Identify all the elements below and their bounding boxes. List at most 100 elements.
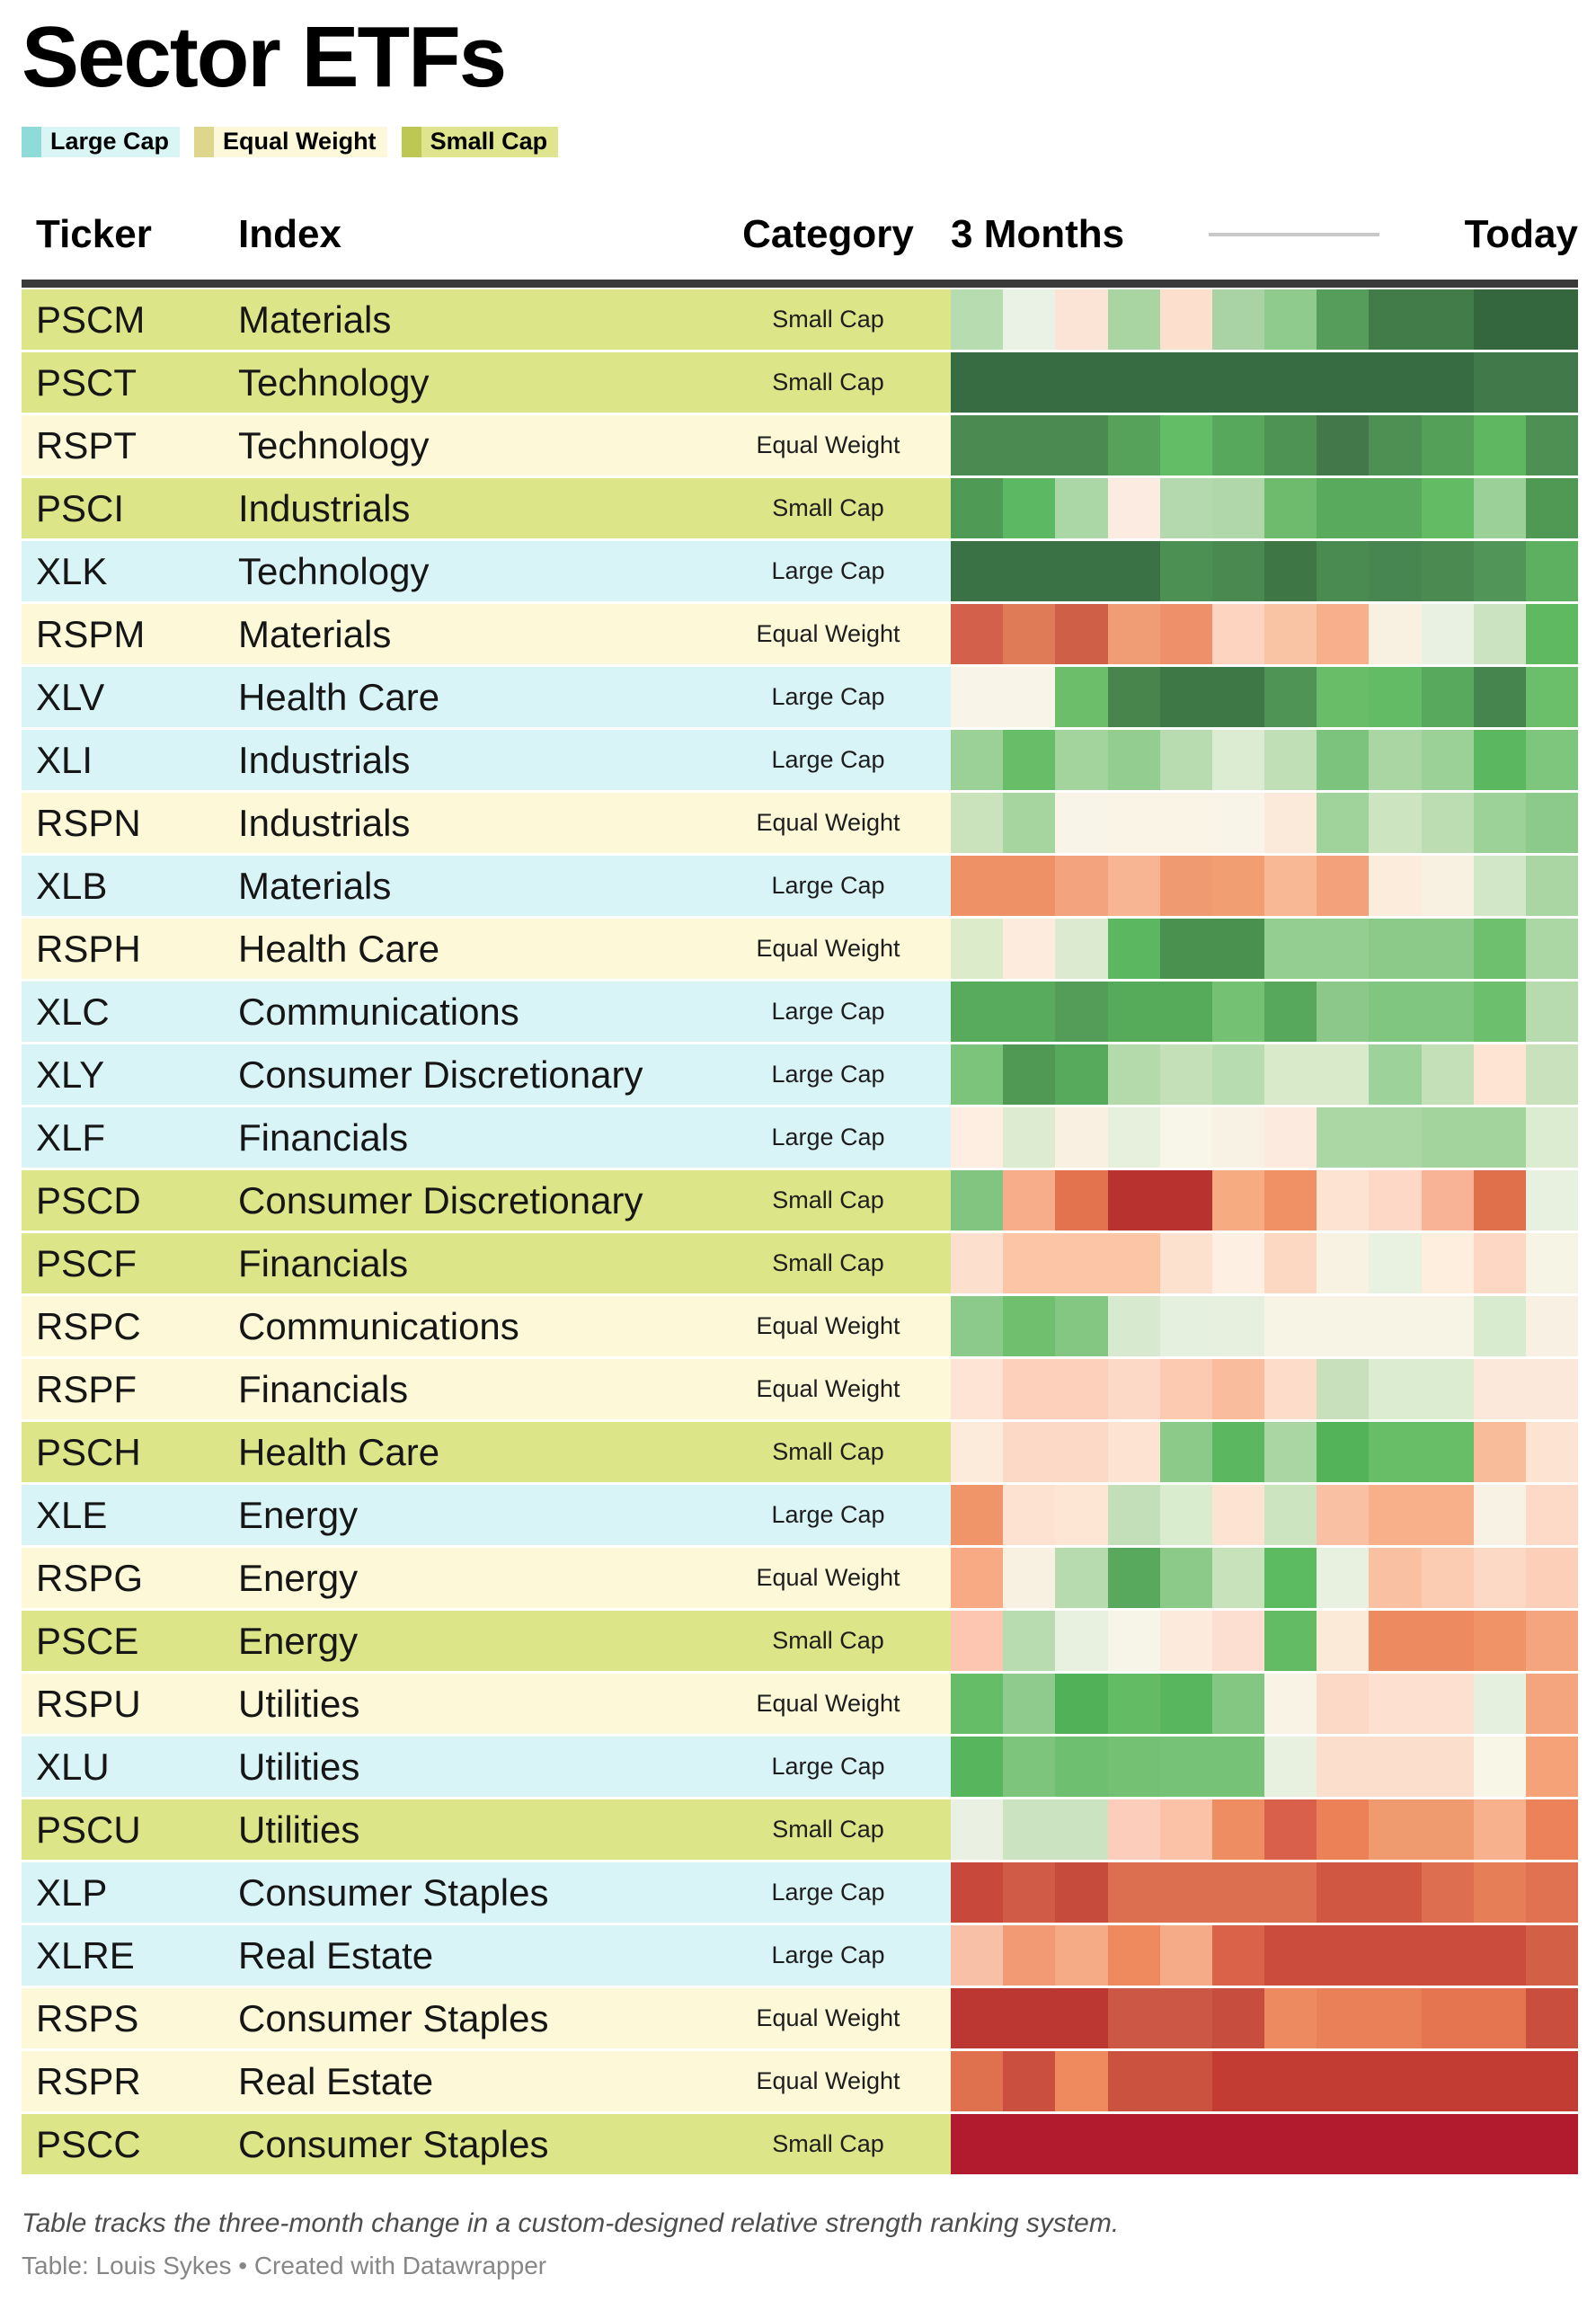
category-cell: Small Cap bbox=[705, 352, 951, 413]
heatmap-cell bbox=[951, 289, 1004, 351]
ticker-cell: PSCT bbox=[22, 352, 238, 413]
heatmap-cell bbox=[1473, 1170, 1526, 1231]
heatmap-cell bbox=[1421, 667, 1474, 728]
table-row: RSPG Energy Equal Weight bbox=[22, 1548, 1579, 1609]
heatmap-cell bbox=[1473, 1233, 1526, 1294]
heatmap-cell bbox=[1421, 919, 1474, 980]
heatmap-cell bbox=[1473, 2114, 1526, 2175]
heatmap-cell bbox=[1107, 1988, 1160, 2049]
heatmap-cell bbox=[1264, 1422, 1317, 1483]
heatmap-cell bbox=[1107, 730, 1160, 791]
table-row: XLRE Real Estate Large Cap bbox=[22, 1925, 1579, 1986]
heatmap-cell bbox=[1317, 289, 1370, 351]
heatmap-cell bbox=[1369, 1485, 1422, 1546]
index-cell: Consumer Staples bbox=[238, 1862, 705, 1924]
category-cell: Equal Weight bbox=[705, 1548, 951, 1609]
heatmap-cell bbox=[1159, 1799, 1212, 1861]
heatmap-cell bbox=[1055, 667, 1108, 728]
heatmap-cell bbox=[1107, 1107, 1160, 1168]
heatmap-strip bbox=[951, 1296, 1579, 1357]
heatmap-cell bbox=[1525, 604, 1579, 665]
heatmap-cell bbox=[1473, 1107, 1526, 1168]
category-cell: Large Cap bbox=[705, 982, 951, 1043]
heatmap-cell bbox=[1264, 730, 1317, 791]
index-cell: Financials bbox=[238, 1107, 705, 1168]
heatmap-cell bbox=[1369, 856, 1422, 917]
heatmap-cell bbox=[1055, 1296, 1108, 1357]
heatmap-cell bbox=[1159, 1170, 1212, 1231]
heatmap-cell bbox=[1003, 1296, 1056, 1357]
heatmap-cell bbox=[1317, 856, 1370, 917]
heatmap-cell bbox=[951, 1674, 1004, 1735]
heatmap-cell bbox=[1525, 478, 1579, 539]
heatmap-cell bbox=[1264, 1107, 1317, 1168]
ticker-cell: RSPU bbox=[22, 1674, 238, 1735]
heatmap-cell bbox=[1003, 415, 1056, 476]
table-row: PSCH Health Care Small Cap bbox=[22, 1422, 1579, 1483]
header-category: Category bbox=[742, 211, 914, 256]
index-cell: Health Care bbox=[238, 1422, 705, 1483]
heatmap-cell bbox=[1107, 2114, 1160, 2175]
heatmap-cell bbox=[1421, 1107, 1474, 1168]
heatmap-cell bbox=[1107, 352, 1160, 413]
heatmap-cell bbox=[951, 2051, 1004, 2112]
heatmap-cell bbox=[1369, 1737, 1422, 1798]
heatmap-cell bbox=[1369, 415, 1422, 476]
heatmap-cell bbox=[1369, 2114, 1422, 2175]
heatmap-cell bbox=[1159, 289, 1212, 351]
ticker-cell: RSPT bbox=[22, 415, 238, 476]
category-cell: Large Cap bbox=[705, 1862, 951, 1924]
heatmap-cell bbox=[1003, 604, 1056, 665]
heatmap-cell bbox=[1369, 541, 1422, 602]
heatmap-cell bbox=[1159, 1422, 1212, 1483]
heatmap-cell bbox=[1055, 1988, 1108, 2049]
table-row: PSCC Consumer Staples Small Cap bbox=[22, 2114, 1579, 2175]
heatmap-cell bbox=[1211, 856, 1265, 917]
heatmap-cell bbox=[1473, 1925, 1526, 1986]
heatmap-cell bbox=[1211, 1296, 1265, 1357]
heatmap-strip bbox=[951, 1044, 1579, 1106]
heatmap-cell bbox=[1525, 1170, 1579, 1231]
category-cell: Small Cap bbox=[705, 1170, 951, 1231]
heatmap-cell bbox=[1159, 352, 1212, 413]
heatmap-cell bbox=[1317, 1988, 1370, 2049]
heatmap-cell bbox=[1369, 352, 1422, 413]
heatmap-cell bbox=[1107, 982, 1160, 1043]
table-row: XLB Materials Large Cap bbox=[22, 856, 1579, 917]
table-row: XLP Consumer Staples Large Cap bbox=[22, 1862, 1579, 1924]
table-row: RSPS Consumer Staples Equal Weight bbox=[22, 1988, 1579, 2049]
heatmap-strip bbox=[951, 730, 1579, 791]
legend: Large Cap Equal Weight Small Cap bbox=[22, 126, 1578, 157]
category-cell: Equal Weight bbox=[705, 793, 951, 854]
ticker-cell: RSPR bbox=[22, 2051, 238, 2112]
table-row: XLV Health Care Large Cap bbox=[22, 667, 1579, 728]
heatmap-cell bbox=[1211, 1359, 1265, 1420]
heatmap-cell bbox=[1525, 1737, 1579, 1798]
heatmap-cell bbox=[1264, 1737, 1317, 1798]
heatmap-cell bbox=[1369, 1548, 1422, 1609]
heatmap-cell bbox=[1211, 352, 1265, 413]
heatmap-cell bbox=[1159, 1737, 1212, 1798]
heatmap-cell bbox=[1107, 415, 1160, 476]
heatmap-cell bbox=[1473, 1296, 1526, 1357]
index-cell: Technology bbox=[238, 415, 705, 476]
legend-swatch bbox=[401, 126, 421, 157]
category-cell: Small Cap bbox=[705, 2114, 951, 2175]
heatmap-cell bbox=[1003, 730, 1056, 791]
heatmap-cell bbox=[1211, 919, 1265, 980]
index-cell: Consumer Staples bbox=[238, 1988, 705, 2049]
heatmap-cell bbox=[1473, 604, 1526, 665]
heatmap-cell bbox=[1264, 1359, 1317, 1420]
heatmap-cell bbox=[1055, 1737, 1108, 1798]
heatmap-strip bbox=[951, 856, 1579, 917]
table-row: RSPH Health Care Equal Weight bbox=[22, 919, 1579, 980]
heatmap-cell bbox=[1525, 1862, 1579, 1924]
table-row: XLF Financials Large Cap bbox=[22, 1107, 1579, 1168]
heatmap-cell bbox=[1211, 1611, 1265, 1672]
ticker-cell: PSCU bbox=[22, 1799, 238, 1861]
heatmap-cell bbox=[1159, 1611, 1212, 1672]
heatmap-cell bbox=[1421, 289, 1474, 351]
heatmap-cell bbox=[1473, 730, 1526, 791]
heatmap-cell bbox=[951, 1611, 1004, 1672]
heatmap-cell bbox=[1525, 1799, 1579, 1861]
